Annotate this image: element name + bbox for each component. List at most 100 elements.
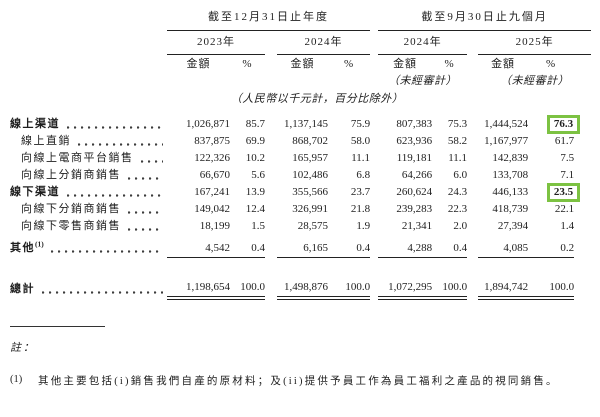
amt-2024: 1,498,876 [277, 257, 328, 300]
spacer [467, 235, 478, 257]
amt-2024-9m: 21,341 [401, 220, 433, 232]
period-header-row: 截至12月31日止年度 截至9月30日止九個月 [10, 6, 592, 31]
pct-2023: 13.9 [245, 186, 265, 198]
row-offline-distributor-sales: 向線下分銷商銷售 149,042 12.4 326,991 21.8 239,2… [10, 201, 591, 218]
footnote-1: (1) 其他主要包括(i)銷售我們自產的原材料；及(ii)提供予員工作為員工福利… [10, 374, 570, 390]
spacer [467, 167, 478, 184]
pct-2024-9m: 0.4 [432, 235, 468, 258]
dot-leader [78, 143, 163, 146]
revenue-by-channel-table: 截至12月31日止年度 截至9月30日止九個月 2023年 2024年 2024… [10, 6, 592, 300]
currency-note: （人民幣以千元計，百分比除外） [230, 92, 404, 105]
notes-label: 註： [10, 342, 36, 354]
row-label-text: 線上直銷 [21, 135, 71, 147]
row-label-text: 向線下分銷商銷售 [21, 203, 121, 215]
pct-2025: 7.5 [560, 152, 575, 164]
spacer [574, 54, 591, 74]
amt-2025: 1,167,977 [484, 135, 529, 147]
spacer [265, 201, 277, 218]
year-header-row: 2023年 2024年 2024年 2025年 [10, 30, 592, 55]
amt-2025: 27,394 [497, 220, 529, 232]
spacer [10, 54, 167, 74]
pct-2024: 0.4 [328, 235, 371, 258]
amt-2023: 18,199 [199, 220, 230, 232]
amt-2025: 4,085 [478, 235, 529, 258]
year-2024-9m: 2024年 [378, 30, 468, 55]
amt-2023: 1,026,871 [186, 118, 230, 130]
pct-2023: 0.4 [230, 235, 265, 258]
pct-2025: 22.1 [554, 203, 575, 215]
spacer [370, 133, 378, 150]
spacer [265, 116, 277, 133]
footnote-1-number: (1) [10, 374, 23, 385]
pct-2024: 58.0 [350, 135, 371, 147]
amt-2025: 1,444,524 [484, 118, 529, 130]
amt-2024: 28,575 [297, 220, 328, 232]
amt-2023: 1,198,654 [167, 257, 230, 300]
dot-leader [67, 194, 163, 197]
pct-2024: 11.1 [351, 152, 371, 164]
spacer [265, 167, 277, 184]
spacer [467, 150, 478, 167]
amt-2024: 6,165 [277, 235, 328, 258]
spacer [370, 235, 378, 257]
amt-2023: 66,670 [199, 169, 230, 181]
amt-2025: 133,708 [492, 169, 529, 181]
dot-leader [128, 228, 163, 231]
dot-leader [128, 177, 163, 180]
spacer [265, 184, 277, 201]
row-label-text: 向線上電商平台銷售 [21, 152, 134, 164]
pct-2024-9m: 6.0 [453, 169, 468, 181]
spacer [574, 218, 591, 235]
row-label-text: 向線下零售商銷售 [21, 220, 121, 232]
spacer [370, 116, 378, 133]
amt-2025: 142,839 [492, 152, 529, 164]
spacer [467, 184, 478, 201]
row-online-direct-sales: 線上直銷 837,875 69.9 868,702 58.0 623,936 5… [10, 133, 591, 150]
pct-2023: 10.2 [245, 152, 265, 164]
footnote-ref-1: (1) [35, 239, 44, 249]
row-label-text: 線上渠道 [10, 118, 60, 130]
period-header-9m: 截至9月30日止九個月 [378, 6, 592, 31]
dot-leader [50, 250, 163, 253]
row-label-cell: 線上渠道 [10, 116, 167, 133]
amt-2023: 4,542 [167, 235, 230, 258]
amt-2024: 1,137,145 [284, 118, 328, 130]
unaudited-note-2025-9m: （未經審計） [500, 75, 570, 87]
amt-2023: 149,042 [194, 203, 230, 215]
spacer [370, 201, 378, 218]
footnote-1-text: 其他主要包括(i)銷售我們自產的原材料；及(ii)提供予員工作為員工福利之產品的… [38, 376, 559, 387]
pct-2024-9m: 2.0 [453, 220, 468, 232]
pct-2023: 69.9 [245, 135, 265, 147]
spacer [265, 133, 277, 150]
row-label-text: 總計 [10, 283, 35, 295]
pct-2023: 85.7 [245, 118, 265, 130]
row-label-cell: 線上直銷 [10, 133, 167, 150]
spacer [467, 30, 478, 54]
row-label-text: 向線上分銷商銷售 [21, 169, 121, 181]
footnote-separator-line [10, 326, 105, 327]
spacer [370, 54, 378, 74]
period-header-fy: 截至12月31日止年度 [167, 6, 371, 31]
amt-2024: 355,566 [292, 186, 328, 198]
row-label-cell: 向線下分銷商銷售 [10, 201, 167, 218]
row-offline-retailer-sales: 向線下零售商銷售 18,199 1.5 28,575 1.9 21,341 2.… [10, 218, 591, 235]
amount-header-2024-9m: 金額 [393, 57, 418, 70]
pct-2024-9m: 11.1 [448, 152, 468, 164]
amt-2024-9m: 260,624 [396, 186, 433, 198]
spacer [370, 257, 378, 298]
percent-header-2024-9m: % [444, 57, 455, 70]
amt-2024: 102,486 [292, 169, 328, 181]
pct-2024-9m: 24.3 [447, 186, 468, 198]
dot-leader [42, 291, 163, 294]
amt-2024-9m: 623,936 [396, 135, 433, 147]
spacer [370, 30, 378, 54]
spacer [467, 89, 591, 109]
spacer [574, 201, 591, 218]
dot-leader [140, 160, 163, 163]
amt-2023: 167,241 [194, 186, 230, 198]
pct-2025: 61.7 [554, 135, 575, 147]
row-label-text: 其他(1) [10, 239, 44, 254]
amt-2024: 165,957 [292, 152, 328, 164]
amt-2024-9m: 807,383 [396, 118, 433, 130]
